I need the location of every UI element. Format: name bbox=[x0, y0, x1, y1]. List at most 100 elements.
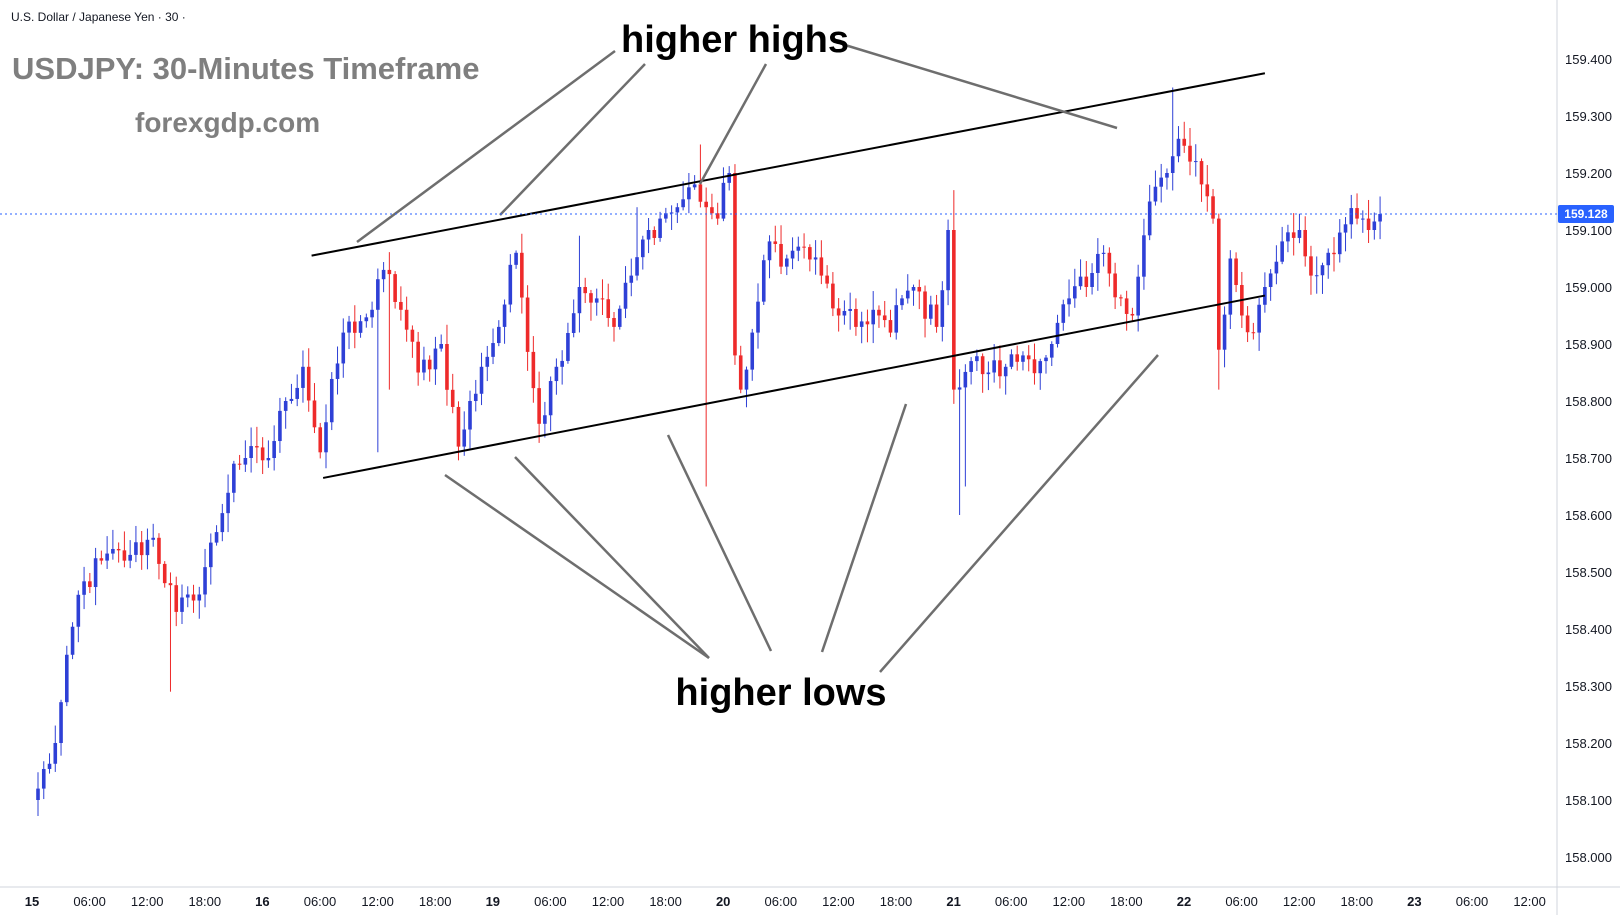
candle-body bbox=[877, 309, 881, 316]
candle-body bbox=[1101, 252, 1106, 254]
candle-body bbox=[871, 309, 875, 325]
candle-body bbox=[819, 257, 824, 276]
candle-body bbox=[1124, 298, 1129, 314]
candle-body bbox=[1182, 138, 1187, 146]
annotation-pointer-line bbox=[844, 43, 1118, 130]
candle-body bbox=[1251, 332, 1256, 334]
candle-body bbox=[865, 321, 870, 325]
candle-body bbox=[525, 297, 530, 352]
candle-body bbox=[36, 788, 40, 800]
y-tick-label: 159.200 bbox=[1565, 166, 1612, 181]
candle-body bbox=[128, 554, 132, 561]
candle-body bbox=[347, 321, 351, 333]
candle-body bbox=[381, 269, 386, 280]
y-axis[interactable]: 158.000 158.100 158.200 158.300 158.400 158.5… bbox=[1565, 52, 1612, 865]
candle-body bbox=[295, 387, 299, 399]
higher-highs-label: higher highs bbox=[621, 19, 849, 61]
candle-body bbox=[785, 258, 789, 267]
candle-body bbox=[929, 304, 933, 319]
candle-body bbox=[1337, 232, 1342, 255]
candle-body bbox=[306, 366, 311, 401]
candle-body bbox=[658, 218, 662, 238]
candle-body bbox=[583, 287, 587, 294]
candle-body bbox=[796, 246, 801, 251]
candle-body bbox=[341, 332, 346, 364]
candle-body bbox=[848, 308, 852, 311]
candle-body bbox=[1320, 265, 1325, 276]
y-tick-label: 158.700 bbox=[1565, 451, 1612, 466]
candle-body bbox=[514, 252, 518, 265]
candle-body bbox=[548, 381, 553, 416]
candle-body bbox=[963, 371, 968, 388]
candle-body bbox=[260, 447, 265, 461]
candle-body bbox=[882, 315, 887, 321]
x-tick-label: 06:00 bbox=[995, 894, 1028, 909]
candle-body bbox=[410, 329, 415, 342]
annotation-pointer-line bbox=[666, 434, 773, 652]
candle-body bbox=[1274, 261, 1279, 274]
x-tick-label: 06:00 bbox=[534, 894, 567, 909]
candle-body bbox=[520, 252, 524, 298]
candle-body bbox=[1234, 258, 1238, 286]
x-axis[interactable]: 15 06:00 12:00 18:00 16 06:00 12:00 18:00 19 06:0… bbox=[25, 894, 1546, 909]
candle-body bbox=[1073, 286, 1077, 299]
candle-body bbox=[439, 344, 443, 349]
candle-body bbox=[197, 594, 202, 601]
annotation-pointer-line bbox=[444, 473, 710, 660]
candle-body bbox=[911, 287, 916, 291]
candle-body bbox=[76, 594, 81, 627]
candle-body bbox=[416, 341, 420, 373]
candle-body bbox=[1090, 272, 1094, 287]
candle-body bbox=[1188, 145, 1192, 162]
candle-body bbox=[111, 548, 115, 554]
candle-body bbox=[232, 463, 236, 493]
symbol-label: U.S. Dollar / Japanese Yen · 30 · bbox=[11, 10, 186, 24]
annotation-pointer-line bbox=[356, 49, 616, 244]
candle-body bbox=[687, 187, 691, 200]
upper-channel-line[interactable] bbox=[311, 72, 1266, 257]
candle-body bbox=[1193, 161, 1198, 163]
y-tick-label: 158.100 bbox=[1565, 793, 1612, 808]
candle-body bbox=[537, 388, 541, 424]
candle-body bbox=[82, 581, 86, 595]
candle-body bbox=[756, 301, 760, 333]
candle-body bbox=[1078, 276, 1083, 287]
candle-body bbox=[456, 406, 461, 447]
candle-body bbox=[1378, 214, 1382, 222]
chart-title: USDJPY: 30-Minutes Timeframe bbox=[12, 51, 479, 86]
candle-body bbox=[704, 201, 708, 208]
x-tick-label: 12:00 bbox=[592, 894, 625, 909]
candle-body bbox=[1009, 354, 1014, 367]
candle-body bbox=[93, 558, 98, 588]
candle-body bbox=[836, 308, 841, 316]
candle-body bbox=[427, 359, 432, 370]
candle-body bbox=[1044, 357, 1048, 362]
candle-body bbox=[1084, 276, 1089, 287]
candle-body bbox=[312, 400, 317, 428]
candle-body bbox=[905, 290, 910, 299]
candle-body bbox=[669, 212, 674, 214]
higher-lows-label: higher lows bbox=[675, 672, 886, 714]
candle-body bbox=[888, 320, 893, 333]
candle-body bbox=[813, 257, 818, 260]
candle-body bbox=[226, 492, 230, 514]
candle-body bbox=[946, 230, 950, 291]
candle-body bbox=[1245, 315, 1250, 333]
candle-body bbox=[600, 298, 605, 300]
candle-body bbox=[566, 332, 570, 361]
candle-body bbox=[358, 321, 363, 333]
y-tick-label: 158.500 bbox=[1565, 565, 1612, 580]
x-tick-label: 12:00 bbox=[361, 894, 394, 909]
annotation-pointer-line bbox=[499, 63, 646, 216]
candle-body bbox=[249, 446, 253, 458]
candle-body bbox=[1130, 313, 1135, 316]
candle-body bbox=[1032, 359, 1037, 374]
candle-body bbox=[1107, 252, 1112, 274]
lower-channel-line[interactable] bbox=[322, 294, 1266, 479]
candle-body bbox=[1147, 201, 1152, 236]
candle-body bbox=[139, 542, 144, 556]
candlestick-series bbox=[36, 87, 1382, 816]
candle-body bbox=[617, 308, 622, 327]
candle-body bbox=[1228, 258, 1233, 315]
